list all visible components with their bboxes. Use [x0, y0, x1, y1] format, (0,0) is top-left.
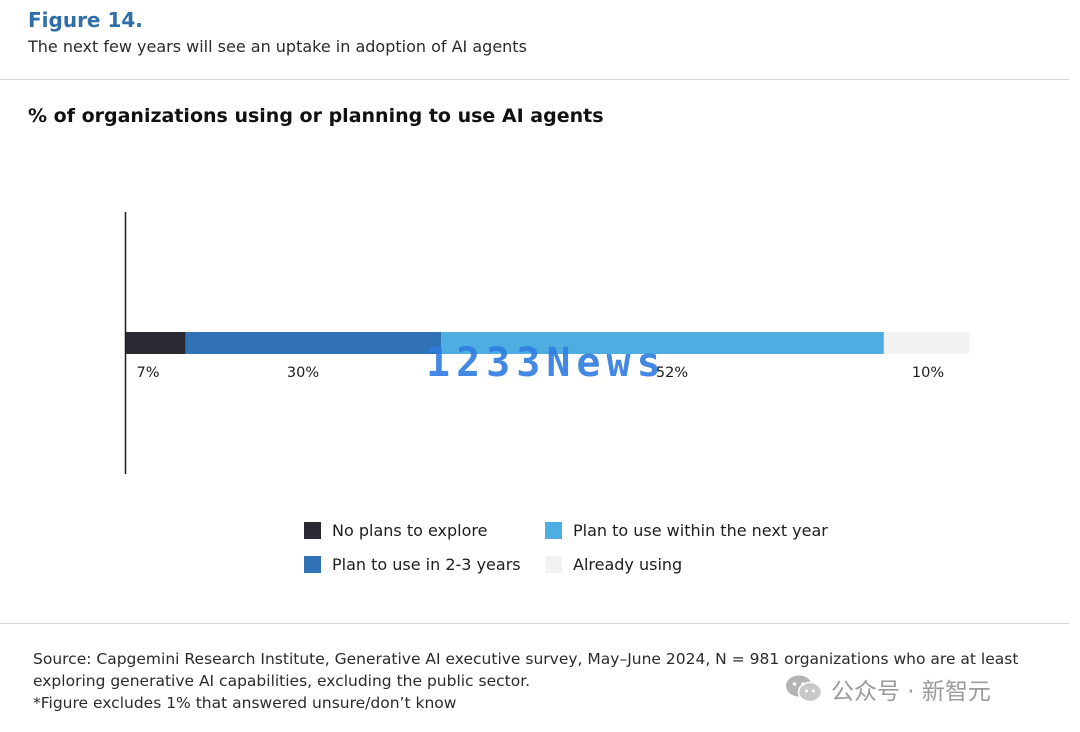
footnote-line-1: Source: Capgemini Research Institute, Ge…: [33, 650, 1019, 668]
legend-swatch: [545, 522, 562, 539]
watermark-text: 1233News: [426, 340, 667, 386]
legend-label: Already using: [573, 555, 683, 574]
legend-item-already-using: Already using: [545, 555, 682, 574]
legend-label: Plan to use in 2-3 years: [332, 555, 521, 574]
data-label-plan-to-use-in-2-3-years: 30%: [287, 365, 319, 381]
legend-swatch: [304, 556, 321, 573]
wechat-watermark-text: 公众号 · 新智元: [831, 679, 991, 705]
figure-subtitle: The next few years will see an uptake in…: [28, 37, 527, 56]
bar-segment-plan-to-use-in-2-3-years: [185, 332, 442, 354]
legend-label: Plan to use within the next year: [573, 521, 828, 540]
footnote-line-2: exploring generative AI capabilities, ex…: [33, 672, 531, 690]
bar-segment-plan-to-use-within-the-next-year: [441, 332, 884, 354]
header-divider: [0, 79, 1069, 80]
chart-title: % of organizations using or planning to …: [28, 105, 604, 127]
wechat-watermark: 公众号 · 新智元: [785, 672, 991, 706]
data-label-no-plans-to-explore: 7%: [136, 365, 159, 381]
legend-item-plan-to-use-in-2-3-years: Plan to use in 2-3 years: [304, 555, 521, 574]
footer-divider: [0, 623, 1069, 624]
data-label-plan-to-use-within-the-next-year: 52%: [656, 365, 688, 381]
bar-segment-already-using: [883, 332, 969, 354]
legend-item-no-plans-to-explore: No plans to explore: [304, 521, 487, 540]
figure-label: Figure 14.: [28, 8, 143, 32]
source-footnote: Source: Capgemini Research Institute, Ge…: [33, 648, 1023, 714]
stacked-bar-chart: 7% 30% 52% 10%: [124, 212, 969, 474]
legend-item-plan-to-use-within-the-next-year: Plan to use within the next year: [545, 521, 828, 540]
wechat-icon: [786, 675, 823, 703]
legend-swatch: [545, 556, 562, 573]
footnote-line-3: *Figure excludes 1% that answered unsure…: [33, 694, 457, 712]
bar-segment-no-plans-to-explore: [126, 332, 186, 354]
legend-swatch: [304, 522, 321, 539]
data-label-already-using: 10%: [912, 365, 944, 381]
legend-label: No plans to explore: [332, 521, 488, 540]
